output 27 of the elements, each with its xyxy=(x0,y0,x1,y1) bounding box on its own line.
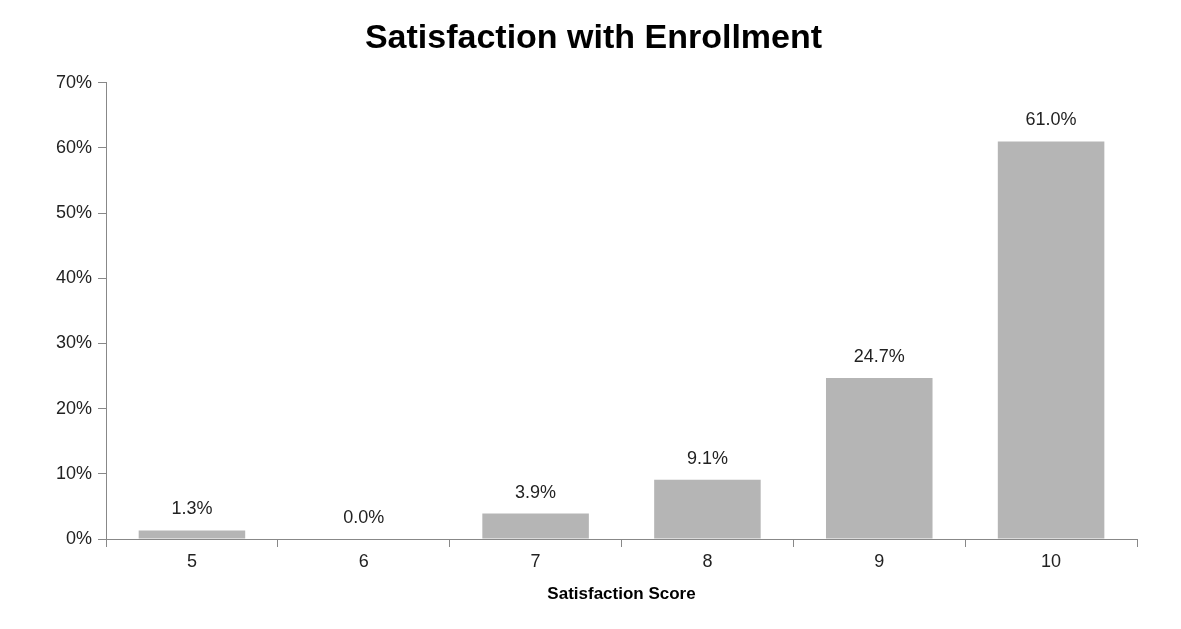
data-label: 9.1% xyxy=(686,447,728,468)
x-tick-label: 6 xyxy=(358,550,369,571)
x-tick-label: 5 xyxy=(186,550,197,571)
y-tick-label: 10% xyxy=(56,462,93,483)
data-label: 24.7% xyxy=(853,346,905,366)
y-tick-label: 70% xyxy=(56,71,93,92)
x-tick-label: 10 xyxy=(1041,550,1062,571)
y-tick-label: 0% xyxy=(66,527,93,548)
x-tick-label: 8 xyxy=(702,550,713,571)
x-axis-title: Satisfaction Score xyxy=(547,584,696,604)
data-label: 61.0% xyxy=(1025,109,1077,130)
y-tick-label: 60% xyxy=(56,136,93,157)
bar xyxy=(997,141,1105,539)
bar xyxy=(654,479,761,539)
bar xyxy=(482,513,589,539)
bar xyxy=(138,530,246,539)
y-tick-label: 30% xyxy=(56,332,93,353)
data-label: 3.9% xyxy=(515,481,557,502)
y-tick-label: 20% xyxy=(56,397,93,418)
x-tick-label: 7 xyxy=(530,550,541,571)
x-tick-label: 9 xyxy=(874,550,885,571)
data-label: 1.3% xyxy=(171,498,213,519)
bar xyxy=(825,378,933,539)
chart-title: Satisfaction with Enrollment xyxy=(364,16,823,55)
data-label: 0.0% xyxy=(343,506,385,527)
y-tick-label: 40% xyxy=(56,267,93,288)
y-tick-label: 50% xyxy=(56,202,93,223)
